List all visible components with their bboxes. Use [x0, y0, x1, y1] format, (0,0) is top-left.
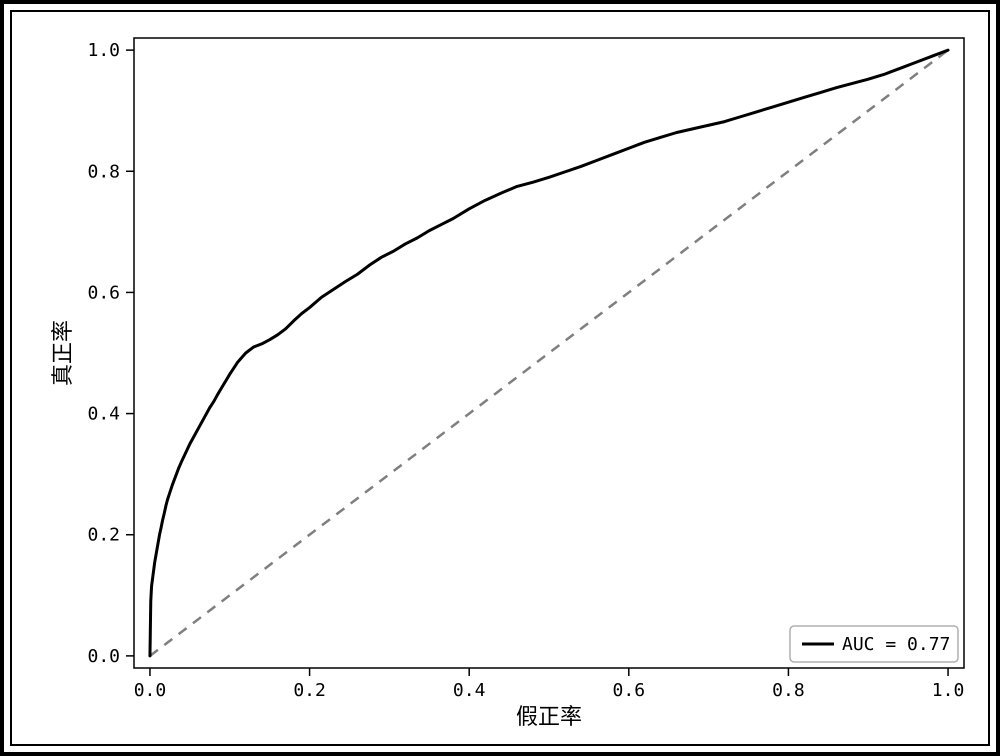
outer-frame: 0.0 0.2 0.4 0.6 0.8 1.0 0.0 0.2 0.4 0.6 0.8 1.0 假正…: [0, 0, 1000, 756]
x-tick-label: 0.6: [613, 680, 646, 701]
y-tick-label: 0.8: [87, 161, 120, 182]
legend: AUC = 0.77: [790, 626, 958, 662]
x-tick-label: 0.2: [293, 680, 326, 701]
y-tick-label: 1.0: [87, 40, 120, 61]
inner-frame: 0.0 0.2 0.4 0.6 0.8 1.0 0.0 0.2 0.4 0.6 0.8 1.0 假正…: [10, 10, 990, 746]
x-tick-label: 0.0: [134, 680, 167, 701]
y-axis-label: 真正率: [50, 320, 75, 386]
roc-chart: 0.0 0.2 0.4 0.6 0.8 1.0 0.0 0.2 0.4 0.6 0.8 1.0 假正…: [12, 12, 988, 744]
y-ticks: 0.0 0.2 0.4 0.6 0.8 1.0: [87, 40, 134, 667]
y-tick-label: 0.4: [87, 404, 120, 425]
x-axis-label: 假正率: [516, 704, 582, 729]
x-tick-label: 0.8: [772, 680, 805, 701]
x-tick-label: 0.4: [453, 680, 486, 701]
y-tick-label: 0.0: [87, 646, 120, 667]
legend-label: AUC = 0.77: [842, 634, 950, 655]
diagonal-reference-line: [150, 50, 948, 656]
x-ticks: 0.0 0.2 0.4 0.6 0.8 1.0: [134, 668, 965, 701]
y-tick-label: 0.6: [87, 282, 120, 303]
x-tick-label: 1.0: [932, 680, 965, 701]
y-tick-label: 0.2: [87, 525, 120, 546]
